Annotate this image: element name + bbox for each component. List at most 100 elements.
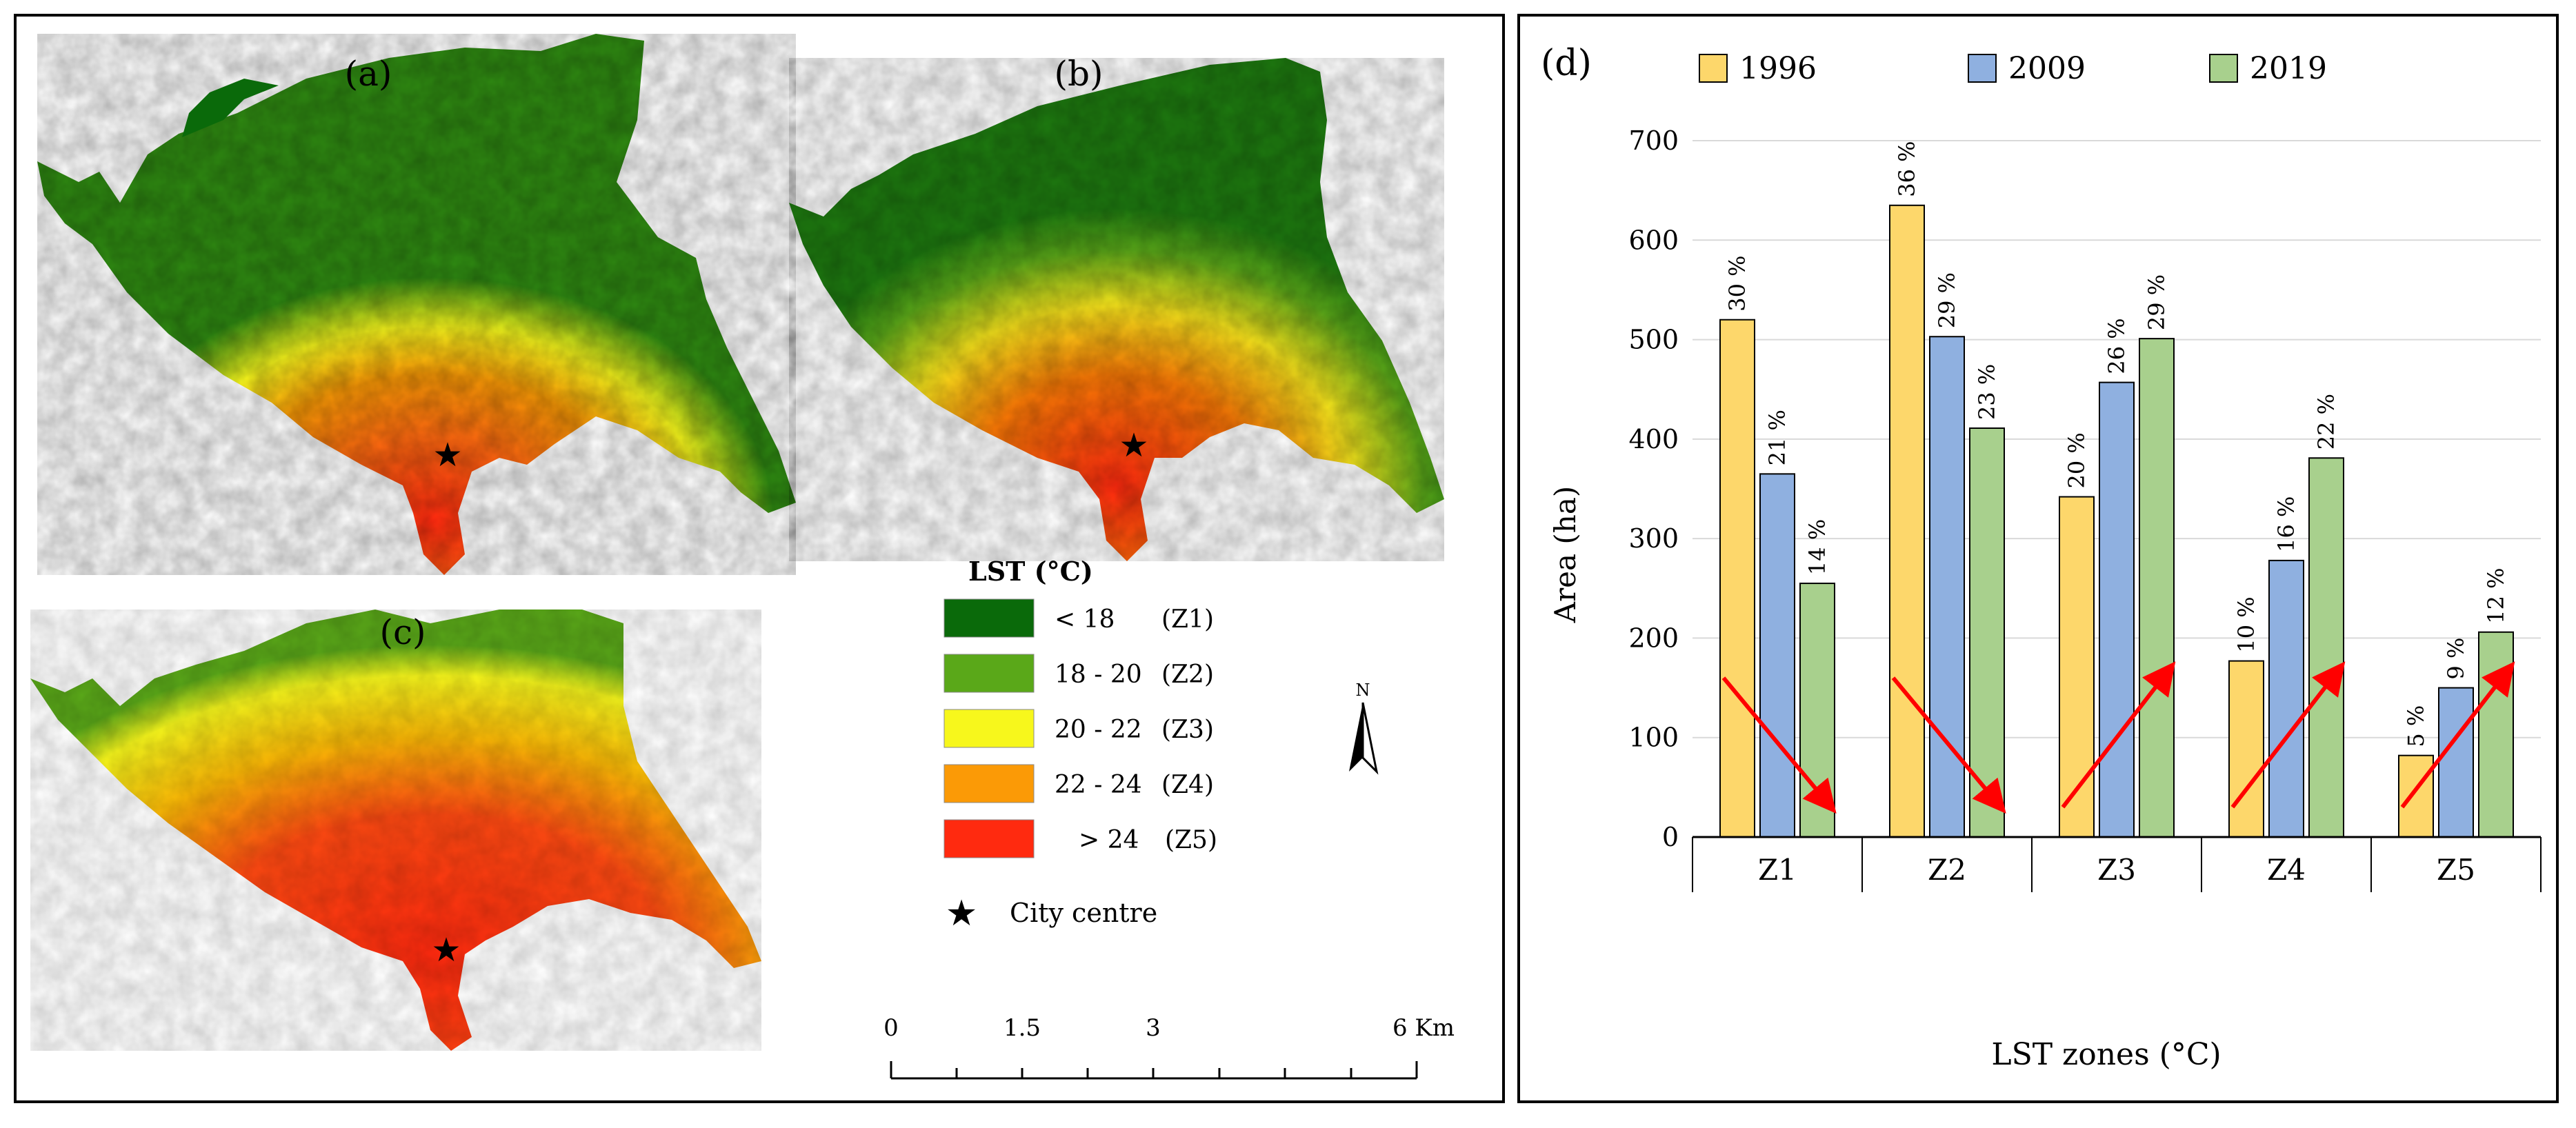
bar-data-label: 5 %	[2403, 705, 2429, 747]
legend-range: > 24	[1079, 826, 1139, 854]
bar-data-label: 16 %	[2273, 496, 2299, 552]
legend-swatch-z2	[943, 654, 1035, 693]
legend-swatch-z3	[943, 709, 1035, 748]
y-tick-label: 500	[1628, 325, 1679, 355]
bar-1996-Z2	[1889, 204, 1925, 838]
city-centre-legend-label: City centre	[1010, 898, 1157, 928]
bar-data-label: 36 %	[1894, 141, 1920, 197]
legend-swatch-2009	[1968, 54, 1997, 83]
legend-range: 20 - 22	[1055, 716, 1142, 744]
map-a: (a) ★	[37, 34, 796, 575]
bar-data-label: 21 %	[1764, 410, 1790, 465]
legend-zone: (Z4)	[1161, 771, 1214, 799]
x-axis-title: LST zones (°C)	[1991, 1037, 2221, 1072]
legend-item: > 24 (Z5)	[943, 819, 1217, 858]
trend-arrow-up	[2230, 661, 2346, 809]
chart-legend-item: 2019	[2209, 51, 2327, 86]
legend-range: 18 - 20	[1055, 661, 1142, 689]
bar-data-label: 29 %	[2144, 274, 2170, 330]
north-label: N	[1356, 681, 1370, 700]
x-tick-label: Z5	[2437, 853, 2475, 887]
map-c-label: (c)	[379, 612, 426, 652]
bar-data-label: 20 %	[2064, 432, 2090, 488]
chart-legend-item: 2009	[1968, 51, 2086, 86]
legend-swatch-z1	[943, 598, 1035, 638]
bar-1996-Z4	[2228, 660, 2264, 838]
trend-arrow-up	[2061, 661, 2176, 809]
bar-data-label: 12 %	[2483, 567, 2509, 623]
y-tick-label: 700	[1628, 125, 1679, 156]
trend-arrow-down	[1721, 676, 1837, 814]
y-tick-label: 600	[1628, 225, 1679, 255]
bar-data-label: 9 %	[2443, 638, 2469, 680]
map-c: (c) ★	[30, 610, 761, 1051]
legend-title: LST (°C)	[968, 556, 1093, 587]
chart-panel-label: (d)	[1541, 43, 1592, 84]
bar-data-label: 30 %	[1724, 255, 1750, 311]
legend-item: 18 - 20 (Z2)	[943, 654, 1214, 693]
bar-1996-Z5	[2398, 754, 2434, 838]
bar-data-label: 22 %	[2313, 394, 2339, 450]
lst-legend: LST (°C) < 18 (Z1) 18 - 20 (Z2) 20 - 22 …	[943, 556, 1217, 934]
x-tick-label: Z4	[2267, 853, 2306, 887]
scale-tick-label: 6 Km	[1392, 1014, 1455, 1042]
bar-data-label: 14 %	[1804, 519, 1830, 575]
bar-data-label: 10 %	[2233, 596, 2259, 652]
y-tick-label: 0	[1662, 822, 1679, 852]
bars	[1719, 204, 2514, 838]
y-tick-label: 300	[1628, 523, 1679, 554]
legend-range: < 18	[1055, 605, 1115, 634]
scale-tick-label: 3	[1146, 1014, 1161, 1042]
legend-item: 20 - 22 (Z3)	[943, 709, 1214, 748]
bar-1996-Z3	[2059, 496, 2095, 838]
y-axis-title: Area (ha)	[1548, 486, 1582, 624]
bar-labels: 30 % 21 % 14 % 36 % 29 % 23 % 20 % 26 % 29 % 10 %…	[1724, 141, 2509, 747]
legend-item: < 18 (Z1)	[943, 598, 1214, 638]
trend-arrow-up	[2400, 661, 2515, 809]
bar-data-label: 23 %	[1974, 364, 2000, 420]
legend-swatch-2019	[2209, 54, 2238, 83]
legend-zone: (Z2)	[1161, 661, 1214, 689]
bar-2019-Z1	[1799, 583, 1835, 838]
chart-legend-item: 1996	[1699, 51, 1817, 86]
scale-tick-label: 0	[883, 1014, 899, 1042]
city-centre-marker-a: ★	[432, 436, 462, 474]
trend-arrows	[1721, 661, 2515, 814]
y-tick-label: 200	[1628, 623, 1679, 653]
chart-legend: 1996 2009 2019	[1699, 51, 2327, 86]
legend-swatch-z5	[943, 819, 1035, 858]
map-svg: (a) ★ (b) ★ (c) ★ LST (°C) < 18 (Z1)	[30, 34, 1455, 1080]
legend-label-2019: 2019	[2250, 51, 2327, 86]
map-a-label: (a)	[345, 54, 392, 94]
bar-2009-Z2	[1929, 336, 1965, 838]
scale-tick-label: 1.5	[1004, 1014, 1041, 1042]
city-centre-legend-icon: ★	[946, 893, 978, 934]
bar-2019-Z5	[2478, 631, 2514, 838]
y-axis: 0 100 200 300 400 500 600 700	[1628, 125, 1679, 852]
bar-2019-Z4	[2308, 457, 2344, 838]
legend-swatch-1996	[1699, 54, 1728, 83]
bar-2019-Z2	[1969, 427, 2005, 838]
scale-bar: 0 1.5 3 6 Km	[883, 1014, 1455, 1080]
bar-2009-Z4	[2268, 559, 2304, 838]
legend-label-1996: 1996	[1739, 51, 1817, 86]
bar-2019-Z3	[2139, 338, 2175, 838]
bar-chart: (d) 1996 2009 2019 0100200300400500600700 …	[1541, 43, 2542, 1072]
map-panel: (a) ★ (b) ★ (c) ★ LST (°C) < 18 (Z1)	[14, 14, 1505, 1103]
bar-2009-Z3	[2099, 381, 2135, 838]
x-tick-label: Z1	[1758, 853, 1797, 887]
x-tick-label: Z3	[2097, 853, 2136, 887]
legend-swatch-z4	[943, 764, 1035, 803]
y-tick-label: 100	[1628, 723, 1679, 753]
bar-1996-Z1	[1719, 319, 1755, 838]
bar-2009-Z5	[2438, 687, 2474, 838]
x-tick-label: Z2	[1928, 853, 1966, 887]
legend-zone: (Z1)	[1161, 605, 1214, 634]
city-centre-marker-c: ★	[431, 931, 461, 969]
city-centre-marker-b: ★	[1119, 426, 1148, 465]
map-b: (b) ★	[789, 54, 1444, 561]
legend-zone: (Z5)	[1165, 826, 1217, 854]
x-axis: Z1 Z2 Z3 Z4 Z5	[1692, 836, 2542, 892]
bar-data-label: 29 %	[1934, 272, 1960, 328]
legend-label-2009: 2009	[2008, 51, 2086, 86]
